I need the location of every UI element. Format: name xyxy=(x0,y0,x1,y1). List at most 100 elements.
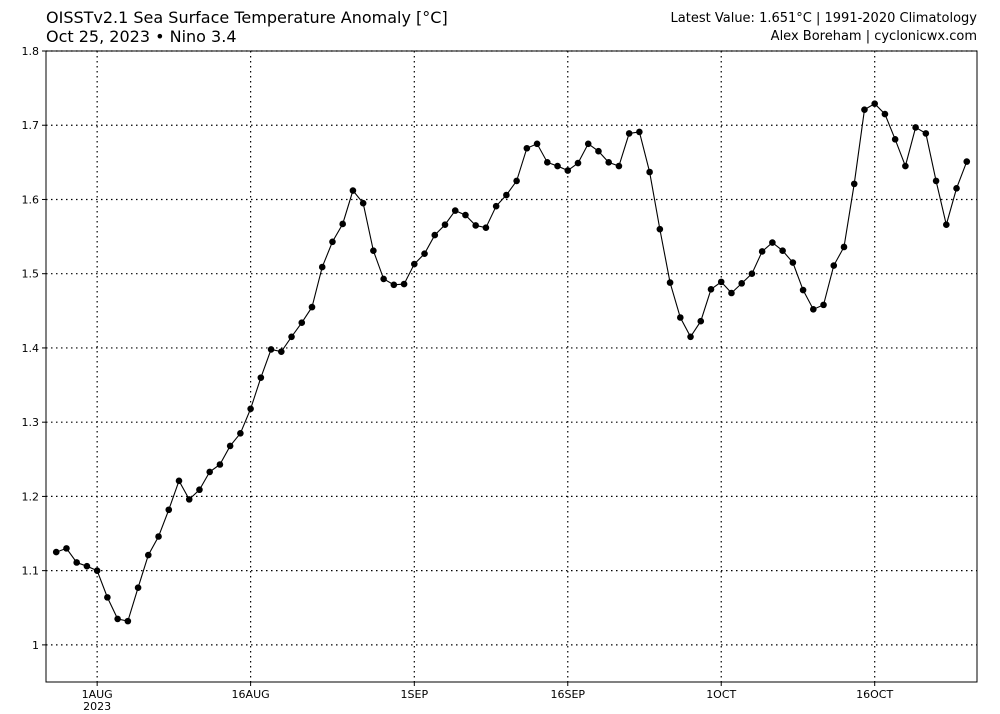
data-point xyxy=(145,551,152,559)
data-point xyxy=(922,130,930,137)
data-point xyxy=(697,317,705,325)
x-tick-label: 1AUG xyxy=(82,688,113,701)
data-point xyxy=(799,286,807,294)
data-point xyxy=(533,140,541,148)
data-point xyxy=(431,231,439,239)
data-point xyxy=(912,124,919,131)
data-point xyxy=(513,177,520,185)
y-tick-label: 1.6 xyxy=(22,193,40,206)
series-layer xyxy=(52,100,971,625)
data-point xyxy=(564,167,572,174)
data-point xyxy=(267,346,275,353)
data-point xyxy=(554,162,561,170)
data-point xyxy=(615,162,623,170)
data-point xyxy=(175,477,183,485)
credit-text: Alex Boreham | cyclonicwx.com xyxy=(770,29,977,44)
data-point xyxy=(728,289,735,297)
data-point xyxy=(370,247,377,254)
data-point xyxy=(278,348,285,355)
data-point xyxy=(840,243,848,251)
chart-region: Nino 3.4 xyxy=(169,27,237,46)
data-point xyxy=(206,468,213,476)
chart-title-block: OISSTv2.1 Sea Surface Temperature Anomal… xyxy=(46,8,448,46)
bullet-separator: • xyxy=(155,27,165,46)
y-tick-label: 1.1 xyxy=(22,565,40,578)
data-point xyxy=(625,130,633,137)
chart-title: OISSTv2.1 Sea Surface Temperature Anomal… xyxy=(46,8,448,27)
data-point xyxy=(902,162,909,170)
data-point xyxy=(677,314,684,321)
x-tick-label: 16OCT xyxy=(856,688,893,701)
data-point xyxy=(646,168,653,176)
data-point xyxy=(687,333,694,341)
y-tick-label: 1.4 xyxy=(22,342,40,355)
data-point xyxy=(963,158,971,165)
data-point xyxy=(810,306,817,313)
data-point xyxy=(779,247,786,254)
data-point xyxy=(216,461,224,468)
y-tick-label: 1.2 xyxy=(22,490,40,503)
data-point xyxy=(52,548,60,556)
data-point xyxy=(451,207,459,214)
data-point xyxy=(482,224,490,231)
data-point xyxy=(871,100,878,108)
y-tick-label: 1.3 xyxy=(22,416,40,429)
data-point xyxy=(861,106,868,113)
x-tick-label: 16SEP xyxy=(550,688,585,701)
data-point xyxy=(134,584,142,592)
data-point xyxy=(226,442,234,450)
data-point xyxy=(165,506,173,514)
data-point xyxy=(441,221,449,229)
data-point xyxy=(523,144,531,152)
data-point xyxy=(349,187,357,194)
data-point xyxy=(953,185,960,192)
y-tick-label: 1.7 xyxy=(22,119,40,132)
data-point xyxy=(943,221,950,229)
y-tick-label: 1.8 xyxy=(22,45,40,58)
data-point xyxy=(104,594,111,601)
data-point xyxy=(421,250,428,257)
data-point xyxy=(748,270,756,278)
plot-frame xyxy=(45,50,978,683)
x-tick-sublabel: 2023 xyxy=(83,700,111,713)
data-point xyxy=(769,239,776,246)
data-point xyxy=(329,238,336,246)
data-point xyxy=(63,545,70,552)
data-point xyxy=(850,180,858,188)
data-point xyxy=(574,159,582,167)
x-tick-label: 16AUG xyxy=(232,688,270,701)
data-point xyxy=(636,128,643,136)
latest-value-text: Latest Value: 1.651°C | 1991-2020 Climat… xyxy=(670,11,977,26)
data-point xyxy=(298,319,306,327)
data-point xyxy=(93,567,101,574)
data-point xyxy=(595,147,602,155)
data-point xyxy=(288,333,295,341)
data-point xyxy=(820,301,827,309)
data-point xyxy=(717,278,725,286)
data-point xyxy=(308,303,316,311)
series-line xyxy=(56,103,968,622)
grid-lines xyxy=(46,50,977,682)
data-point xyxy=(891,136,899,143)
data-point xyxy=(605,159,612,166)
data-point xyxy=(503,191,510,199)
data-point xyxy=(380,275,387,283)
data-point xyxy=(359,199,367,207)
data-point xyxy=(318,263,326,271)
data-point xyxy=(789,259,797,266)
chart-info-block: Latest Value: 1.651°C | 1991-2020 Climat… xyxy=(671,10,977,46)
data-point xyxy=(83,562,91,570)
data-point xyxy=(492,202,500,210)
data-point xyxy=(738,280,745,287)
x-tick-label: 1SEP xyxy=(401,688,429,701)
data-point xyxy=(544,159,551,166)
chart-date: Oct 25, 2023 xyxy=(46,27,150,46)
data-point xyxy=(707,286,715,293)
data-point xyxy=(73,559,80,566)
chart-subtitle: Oct 25, 2023 • Nino 3.4 xyxy=(46,27,448,46)
data-point xyxy=(462,211,469,219)
data-point xyxy=(124,617,132,625)
data-point xyxy=(114,615,121,623)
